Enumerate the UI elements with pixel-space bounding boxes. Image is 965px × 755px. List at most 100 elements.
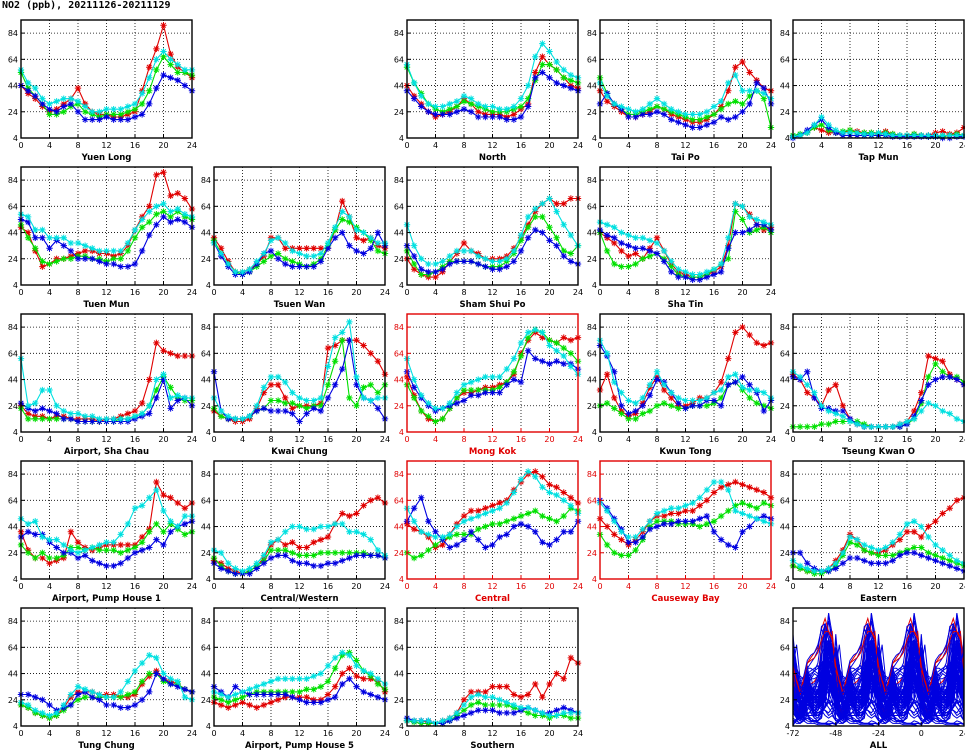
x-tick-label: 4: [819, 141, 824, 150]
x-tick-label: 8: [268, 582, 273, 591]
panel-title: Southern: [470, 741, 514, 751]
x-tick-label: 8: [75, 141, 80, 150]
x-tick-label: 12: [487, 729, 497, 738]
y-tick-label: 64: [8, 202, 18, 211]
x-tick-label: 12: [487, 582, 497, 591]
y-tick-label: 4: [592, 575, 597, 584]
y-tick-label: 84: [201, 470, 211, 479]
series-red-markers: [596, 478, 775, 549]
x-tick-label: 4: [626, 582, 631, 591]
x-tick-label: 16: [516, 435, 526, 444]
panel-title: Airport, Sha Chau: [64, 447, 149, 457]
x-tick-label: 4: [47, 435, 52, 444]
x-tick-label: 24: [959, 582, 965, 591]
y-tick-label: 84: [780, 617, 790, 626]
series-blue-markers: [596, 79, 775, 131]
x-tick-label: 12: [101, 141, 111, 150]
x-tick-label: 20: [158, 729, 168, 738]
x-tick-label: -24: [872, 729, 885, 738]
y-tick-label: 4: [592, 281, 597, 290]
y-tick-label: 24: [201, 402, 211, 411]
y-tick-label: 84: [8, 323, 18, 332]
x-tick-label: 12: [294, 582, 304, 591]
page-title: NO2 (ppb), 20211126-20211129: [2, 0, 171, 11]
y-tick-label: 24: [780, 696, 790, 705]
y-tick-label: 84: [8, 470, 18, 479]
y-tick-label: 64: [8, 496, 18, 505]
plot-frame: [406, 19, 579, 139]
x-tick-label: 0: [18, 582, 23, 591]
y-tick-label: 44: [587, 376, 597, 385]
y-tick-label: 4: [592, 134, 597, 143]
y-tick-label: 24: [8, 696, 18, 705]
x-tick-label: 24: [959, 435, 965, 444]
y-tick-label: 64: [201, 496, 211, 505]
x-tick-label: 8: [654, 582, 659, 591]
panel-title: Tap Mun: [858, 153, 898, 163]
y-tick-label: 4: [399, 281, 404, 290]
panel-title: Central/Western: [260, 594, 338, 604]
y-tick-label: 64: [201, 202, 211, 211]
x-tick-label: 16: [130, 729, 140, 738]
y-tick-label: 44: [780, 376, 790, 385]
x-tick-label: 24: [380, 288, 390, 297]
x-tick-label: 12: [294, 288, 304, 297]
panel-title: Tseung Kwan O: [842, 447, 915, 457]
plot-frame: [20, 166, 193, 286]
y-tick-label: 84: [780, 323, 790, 332]
x-tick-label: 8: [654, 288, 659, 297]
y-tick-label: 4: [399, 575, 404, 584]
y-tick-label: 24: [780, 108, 790, 117]
x-tick-label: 20: [158, 582, 168, 591]
y-tick-label: 24: [780, 402, 790, 411]
x-tick-label: 20: [930, 141, 940, 150]
plot-frame: [20, 313, 193, 433]
y-tick-label: 64: [587, 202, 597, 211]
y-tick-label: 44: [8, 670, 18, 679]
y-tick-label: 24: [587, 549, 597, 558]
y-tick-label: 64: [587, 496, 597, 505]
x-tick-label: 24: [766, 288, 776, 297]
y-tick-label: 24: [394, 402, 404, 411]
y-tick-label: 84: [201, 323, 211, 332]
y-tick-label: 44: [587, 523, 597, 532]
panel-title: Airport, Pump House 5: [245, 741, 354, 751]
plot-frame: [599, 166, 772, 286]
x-tick-label: 20: [351, 582, 361, 591]
y-tick-label: 84: [587, 470, 597, 479]
y-tick-label: 24: [201, 255, 211, 264]
x-tick-label: 4: [626, 435, 631, 444]
y-tick-label: 4: [13, 134, 18, 143]
all-trace-blue: [792, 623, 965, 704]
y-tick-label: 4: [785, 428, 790, 437]
x-tick-label: 12: [487, 141, 497, 150]
x-tick-label: 0: [18, 729, 23, 738]
y-tick-label: 44: [201, 376, 211, 385]
x-tick-label: 8: [461, 141, 466, 150]
x-tick-label: 16: [516, 729, 526, 738]
x-tick-label: 0: [211, 729, 216, 738]
x-tick-label: 4: [240, 435, 245, 444]
x-tick-label: 12: [873, 435, 883, 444]
y-tick-label: 4: [13, 575, 18, 584]
y-tick-label: 4: [592, 428, 597, 437]
x-tick-label: 16: [709, 141, 719, 150]
series-blue-markers: [789, 368, 965, 430]
y-tick-label: 44: [394, 376, 404, 385]
y-tick-label: 64: [394, 643, 404, 652]
panel-title: Sham Shui Po: [460, 300, 526, 310]
panel-title: Eastern: [860, 594, 897, 604]
x-tick-label: 12: [680, 435, 690, 444]
y-tick-label: 4: [206, 428, 211, 437]
panel-title: Airport, Pump House 1: [52, 594, 161, 604]
y-tick-label: 84: [587, 29, 597, 38]
panel-title: Kwai Chung: [271, 447, 328, 457]
y-tick-label: 64: [780, 496, 790, 505]
y-tick-label: 64: [394, 55, 404, 64]
y-tick-label: 64: [780, 643, 790, 652]
x-tick-label: 24: [187, 288, 197, 297]
